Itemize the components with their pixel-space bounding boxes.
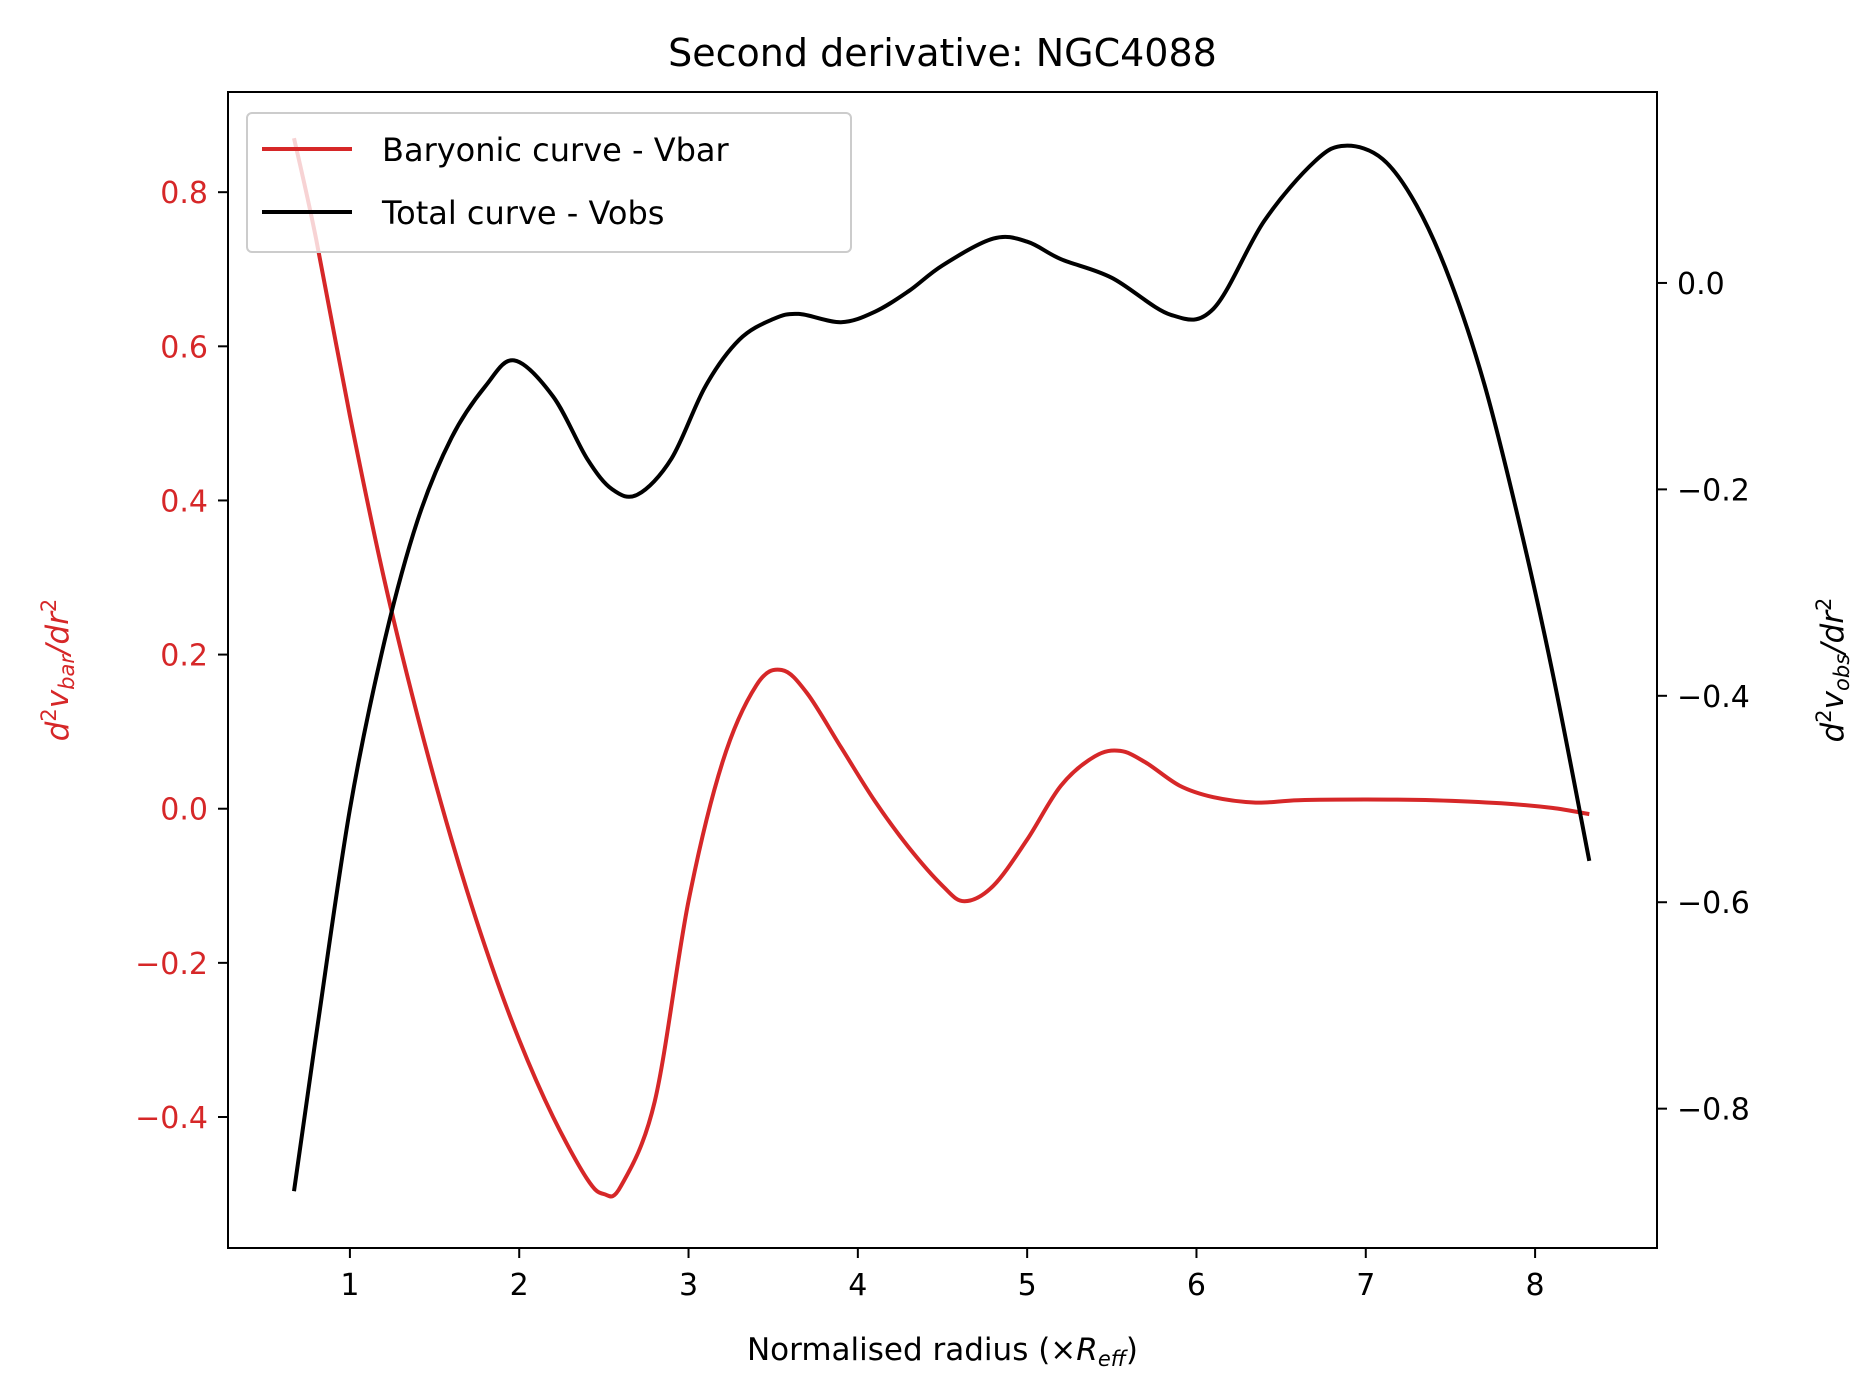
legend-label-vbar: Baryonic curve - Vbar [382, 131, 730, 169]
right-y-tick-label: −0.6 [1677, 886, 1750, 921]
left-y-tick-label: −0.4 [135, 1101, 208, 1136]
left-y-label-sub: bar [55, 654, 79, 690]
x-tick-label: 1 [340, 1268, 359, 1303]
x-axis-label-symbol: R [1076, 1332, 1098, 1368]
plot-area-frame [227, 91, 1658, 1249]
left-y-tick-label: 0.4 [160, 484, 208, 519]
vbar-series-line [292, 137, 1590, 1199]
x-tick-label: 8 [1526, 1268, 1545, 1303]
left-y-axis-label: d2vbar/dr2 [37, 599, 79, 742]
left-y-label-d: d [40, 721, 76, 741]
left-y-label-sup1: 2 [37, 708, 61, 721]
right-y-tick-label: 0.0 [1677, 267, 1725, 302]
x-tick-label: 2 [510, 1268, 529, 1303]
x-tick-label: 4 [848, 1268, 867, 1303]
series-lines [292, 137, 1592, 1199]
right-y-label-d: d [1815, 722, 1851, 742]
legend-box [246, 112, 852, 253]
right-y-tick-label: −0.8 [1677, 1093, 1750, 1128]
x-axis-label: Normalised radius (×Reff) [747, 1332, 1138, 1371]
x-axis-label-subscript: eff [1098, 1347, 1129, 1371]
x-tick-label: 6 [1187, 1268, 1206, 1303]
legend: Baryonic curve - Vbar Total curve - Vobs [246, 112, 852, 253]
left-y-tick-label: 0.8 [160, 176, 208, 211]
right-y-tick-label: −0.4 [1677, 680, 1750, 715]
right-y-axis-label: d2vobs/dr2 [1812, 598, 1854, 743]
left-y-label-mid: /dr [40, 610, 76, 658]
right-y-tick-label: −0.2 [1677, 473, 1750, 508]
left-y-tick-label: 0.2 [160, 639, 208, 674]
left-y-label-v: v [40, 689, 76, 708]
x-axis-label-main: Normalised radius (× [747, 1332, 1076, 1368]
left-y-tick-label: −0.2 [135, 947, 208, 982]
vobs-series-line [292, 143, 1592, 1192]
x-tick-label: 3 [679, 1268, 698, 1303]
left-y-axis-ticks: −0.4 −0.2 0.0 0.2 0.4 0.6 0.8 [135, 176, 228, 1136]
x-axis-ticks: 1 2 3 4 5 6 7 8 [340, 1248, 1545, 1303]
left-y-tick-label: 0.6 [160, 330, 208, 365]
right-y-label-sup1: 2 [1812, 709, 1836, 722]
right-y-label-mid: /dr [1815, 609, 1851, 657]
right-y-axis-ticks: −0.8 −0.6 −0.4 −0.2 0.0 [1657, 267, 1750, 1128]
chart-title: Second derivative: NGC4088 [668, 31, 1217, 75]
x-tick-label: 5 [1018, 1268, 1037, 1303]
left-y-tick-label: 0.0 [160, 793, 208, 828]
x-axis-label-close: ) [1126, 1332, 1138, 1368]
right-y-label-sup2: 2 [1812, 598, 1836, 611]
right-y-label-v: v [1815, 690, 1851, 709]
left-y-label-sup2: 2 [37, 599, 61, 612]
legend-label-vobs: Total curve - Vobs [381, 194, 664, 232]
right-y-label-sub: obs [1830, 654, 1854, 691]
x-tick-label: 7 [1356, 1268, 1375, 1303]
